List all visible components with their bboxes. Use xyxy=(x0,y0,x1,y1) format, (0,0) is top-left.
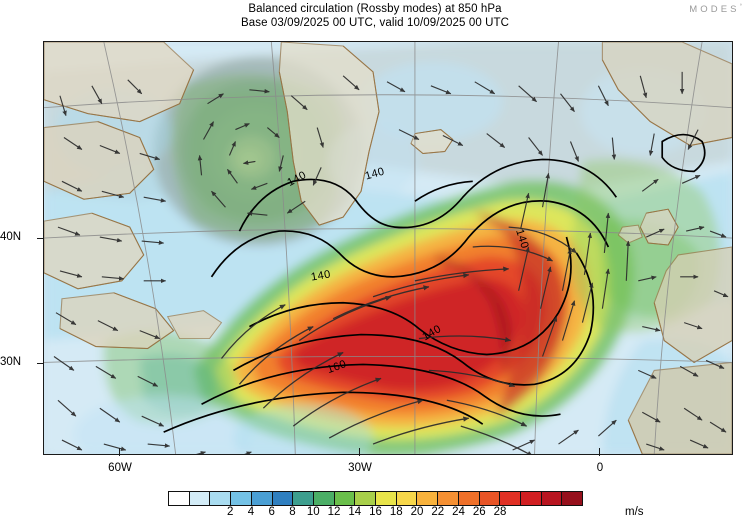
colorbar-swatch-10 xyxy=(376,492,397,505)
colorbar-swatch-6 xyxy=(293,492,314,505)
colorbar-swatch-2 xyxy=(210,492,232,505)
colorbar-tick-18: 18 xyxy=(389,506,403,518)
colorbar-tick-16: 16 xyxy=(369,506,382,518)
modes-logo: MODES° xyxy=(689,4,742,15)
colorbar-tick-4: 4 xyxy=(247,506,255,518)
axis-label-lon-0: 0 xyxy=(596,462,604,474)
graticule xyxy=(44,42,732,454)
wind-vectors xyxy=(53,71,729,454)
axis-tick-lon-30w xyxy=(359,448,361,456)
colorbar-tick-28: 28 xyxy=(493,506,507,518)
colorbar-swatch-15 xyxy=(479,492,501,505)
colorbar-swatch-18 xyxy=(541,492,563,505)
chart-title-block: Balanced circulation (Rossby modes) at 8… xyxy=(0,0,750,30)
colorbar-tick-22: 22 xyxy=(431,506,445,518)
colorbar-tick-24: 24 xyxy=(452,506,465,518)
colorbar-tick-8: 8 xyxy=(289,506,296,518)
colorbar-tick-10: 10 xyxy=(306,506,320,518)
page-subtitle: Base 03/09/2025 00 UTC, valid 10/09/2025… xyxy=(240,17,510,29)
colorbar-swatch-4 xyxy=(251,492,273,505)
colorbar-swatch-11 xyxy=(396,492,418,505)
colorbar-tick-14: 14 xyxy=(348,506,362,518)
axis-label-lon-60w: 60W xyxy=(108,462,132,474)
colorbar-tick-12: 12 xyxy=(327,506,341,518)
colorbar-swatch-0 xyxy=(169,492,190,505)
colorbar-swatch-13 xyxy=(438,492,459,505)
colorbar-swatch-12 xyxy=(417,492,439,505)
colorbar-swatch-8 xyxy=(334,492,356,505)
colorbar-tick-20: 20 xyxy=(410,506,424,518)
colorbar-tick-2: 2 xyxy=(227,506,234,518)
colorbar-tick-6: 6 xyxy=(268,506,275,518)
axis-tick-lon-0 xyxy=(599,448,601,456)
axis-label-lat-30n: 30N xyxy=(0,356,22,368)
contour-label-group xyxy=(44,42,732,454)
map-canvas xyxy=(44,42,732,454)
colorbar-tick-labels: 2 4 6 8 10 12 14 16 18 20 22 24 26 28 xyxy=(168,506,583,520)
axis-tick-lon-60w xyxy=(119,448,121,456)
axis-label-lat-40n: 40N xyxy=(0,231,22,243)
colorbar-swatch-19 xyxy=(562,492,583,505)
colorbar-swatch-1 xyxy=(189,492,211,505)
modes-logo-text: MODES xyxy=(689,4,740,16)
colorbar-swatch-16 xyxy=(500,492,521,505)
colorbar[interactable] xyxy=(168,491,583,506)
height-contours xyxy=(163,133,706,433)
modes-logo-mark: ° xyxy=(739,4,742,10)
page-title: Balanced circulation (Rossby modes) at 8… xyxy=(248,3,502,15)
colorbar-unit-label: m/s xyxy=(625,506,644,518)
colorbar-tick-26: 26 xyxy=(472,506,486,518)
axis-tick-lat-40n xyxy=(37,238,44,240)
axis-tick-lat-30n xyxy=(37,363,44,365)
colorbar-swatch-3 xyxy=(231,492,252,505)
colorbar-swatch-7 xyxy=(313,492,335,505)
colorbar-swatch-17 xyxy=(520,492,542,505)
map-plot-area[interactable] xyxy=(43,41,733,455)
axis-label-lon-30w: 30W xyxy=(348,462,372,474)
colorbar-swatch-9 xyxy=(355,492,377,505)
colorbar-swatch-14 xyxy=(458,492,480,505)
colorbar-swatch-5 xyxy=(272,492,294,505)
